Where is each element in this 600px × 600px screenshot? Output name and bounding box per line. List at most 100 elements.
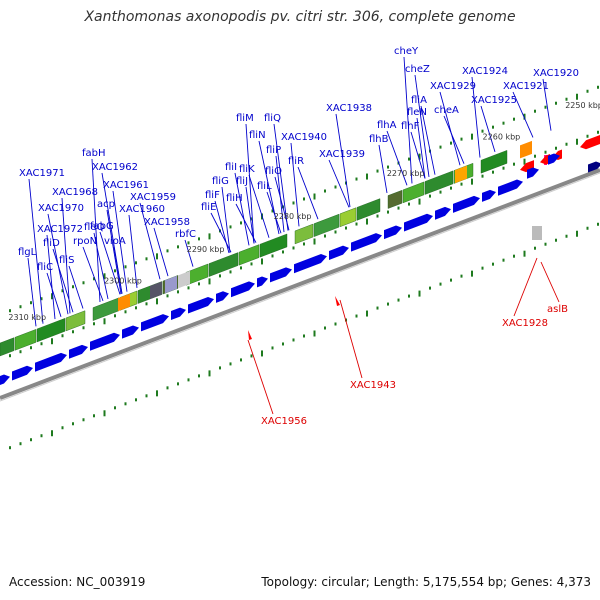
gene-block <box>238 244 260 266</box>
leader-lines <box>27 56 560 415</box>
forward-gene-arrow <box>270 267 292 283</box>
gene-label-reverse: XAC1928 <box>502 318 548 329</box>
gene-label: XAC1924 <box>462 66 508 77</box>
reverse-gene-labels: aslB XAC1928 XAC1943 XAC1956 <box>261 304 568 427</box>
accession-label: Accession: NC_003919 <box>9 575 146 589</box>
leader-line <box>245 123 255 244</box>
gene-label: XAC1959 <box>130 192 176 203</box>
tick-label: 2270 kbp <box>387 169 425 178</box>
gene-block <box>313 213 340 237</box>
leader-line <box>46 234 56 320</box>
gene-label: XAC1962 <box>92 162 138 173</box>
gene-block <box>259 233 288 258</box>
gene-label: fliD <box>43 238 60 249</box>
gene-label: fliE <box>201 202 216 213</box>
leader-line <box>471 76 481 158</box>
gene-label: rpoN <box>73 236 97 247</box>
gene-label: vioA <box>104 236 126 247</box>
backbone-shadow <box>0 172 600 402</box>
tick-label: 2280 kbp <box>274 212 312 221</box>
gene-label: XAC1968 <box>52 187 98 198</box>
forward-gene-arrow <box>453 195 480 213</box>
tick-labels: 2250 kbp 2260 kbp 2270 kbp 2280 kbp 2290 kbp… <box>8 101 600 322</box>
leader-line <box>82 246 104 302</box>
gene-block <box>424 170 454 195</box>
leader-line <box>414 74 430 178</box>
forward-gene-arrow <box>527 167 539 179</box>
gene-label: XAC1972 <box>37 224 83 235</box>
gene-label: fliK <box>239 164 255 175</box>
gene-label-reverse: XAC1956 <box>261 416 307 427</box>
leader-line <box>335 113 351 208</box>
gene-block <box>356 198 381 221</box>
leader-line <box>28 178 44 324</box>
gene-block-highlight <box>178 270 190 289</box>
gene-label: fliC <box>37 262 53 273</box>
gene-label: cheY <box>394 46 419 57</box>
gene-label: rbfC <box>175 229 196 240</box>
gene-label: cheZ <box>405 64 430 75</box>
leader-line <box>153 227 169 277</box>
gene-block <box>387 189 403 209</box>
leader-line <box>46 272 62 317</box>
tick-label: 2290 kbp <box>187 245 225 254</box>
gene-block-highlight <box>118 293 130 312</box>
leader-line <box>210 212 232 253</box>
backbone-line <box>0 168 600 400</box>
gene-label: fliR <box>288 156 304 167</box>
gene-label: fliH <box>226 193 243 204</box>
gene-block-highlight <box>520 140 532 159</box>
gene-label: acp <box>97 199 115 210</box>
leader-line <box>339 299 363 379</box>
gene-label: XAC1960 <box>119 204 165 215</box>
gene-label: XAC1938 <box>326 103 372 114</box>
gene-block-highlight <box>150 281 162 299</box>
gene-label: fliM <box>236 113 254 124</box>
gene-block <box>480 150 508 174</box>
gene-label-reverse: XAC1943 <box>350 380 396 391</box>
map-title: Xanthomonas axonopodis pv. citri str. 30… <box>84 9 516 25</box>
gene-block-highlight <box>532 226 542 240</box>
leader-line <box>112 190 128 292</box>
leader-line <box>27 257 37 327</box>
gene-label: fliN <box>249 130 266 141</box>
gene-label: fabG <box>90 221 114 232</box>
gene-label-reverse: aslB <box>547 304 568 315</box>
forward-gene-arrow <box>90 332 120 351</box>
forward-gene-arrow <box>351 233 382 252</box>
gene-label: fabH <box>82 148 106 159</box>
gene-label: XAC1940 <box>281 132 327 143</box>
gene-label: fleQ <box>84 222 104 233</box>
leader-line <box>512 91 534 138</box>
forward-gene-arrow <box>216 291 229 303</box>
gene-label: flgL <box>18 247 37 258</box>
gene-block-highlight <box>455 165 467 184</box>
gene-label: fliL <box>257 181 272 192</box>
leader-line <box>247 339 274 415</box>
gene-label: fliF <box>205 190 220 201</box>
forward-gene-arrow <box>498 179 523 196</box>
leader-line <box>386 130 408 186</box>
forward-gene-arrow <box>384 225 402 240</box>
tick-label: 2260 kbp <box>483 133 521 142</box>
leader-line <box>234 172 250 246</box>
gene-label: fliJ <box>236 176 248 187</box>
forward-gene-arrow <box>69 344 88 359</box>
leader-line <box>221 186 231 253</box>
leader-line <box>68 265 84 309</box>
tick-label: 2250 kbp <box>565 101 600 110</box>
leader-line <box>542 78 552 131</box>
gene-label: flhB <box>369 134 389 145</box>
leader-line <box>443 115 465 164</box>
leader-line <box>274 176 290 231</box>
gene-label: fleN <box>407 107 427 118</box>
gene-label: flhA <box>377 120 397 131</box>
gene-block <box>0 337 15 357</box>
leader-line <box>106 209 122 295</box>
gene-label: fliG <box>212 176 229 187</box>
leader-line <box>184 239 194 267</box>
forward-gene-arrow <box>588 161 600 174</box>
gene-label: XAC1961 <box>103 180 149 191</box>
leader-line <box>420 105 436 175</box>
